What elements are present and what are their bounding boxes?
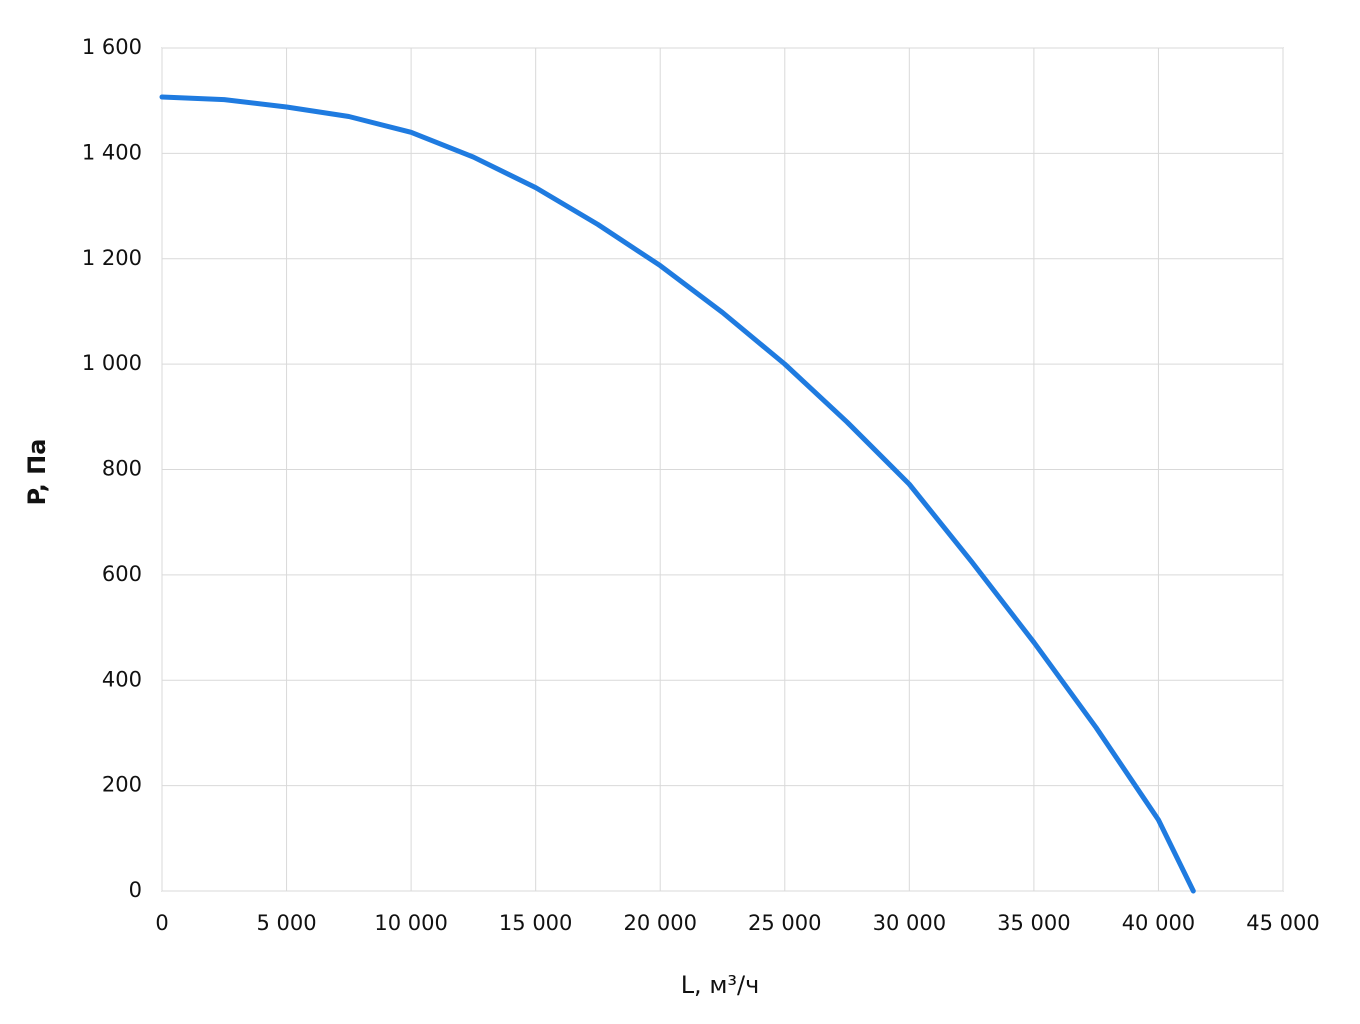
x-tick-label: 30 000 — [873, 911, 946, 935]
y-axis-label: P, Па — [23, 439, 51, 506]
y-tick-label: 1 000 — [82, 351, 142, 375]
y-tick-label: 400 — [102, 667, 142, 691]
x-tick-label: 10 000 — [374, 911, 447, 935]
y-tick-label: 1 400 — [82, 140, 142, 164]
x-axis-label: L, м³/ч — [681, 971, 760, 999]
y-tick-label: 200 — [102, 773, 142, 797]
y-tick-label: 600 — [102, 562, 142, 586]
x-tick-label: 0 — [155, 911, 168, 935]
x-tick-label: 35 000 — [997, 911, 1070, 935]
x-tick-label: 5 000 — [256, 911, 316, 935]
y-tick-label: 1 600 — [82, 35, 142, 59]
x-tick-label: 25 000 — [748, 911, 821, 935]
x-tick-label: 15 000 — [499, 911, 572, 935]
y-tick-label: 800 — [102, 457, 142, 481]
x-tick-label: 45 000 — [1246, 911, 1319, 935]
x-tick-label: 40 000 — [1122, 911, 1195, 935]
x-tick-label: 20 000 — [623, 911, 696, 935]
line-series — [159, 94, 1196, 894]
y-tick-label: 1 200 — [82, 246, 142, 270]
y-tick-label: 0 — [129, 878, 142, 902]
